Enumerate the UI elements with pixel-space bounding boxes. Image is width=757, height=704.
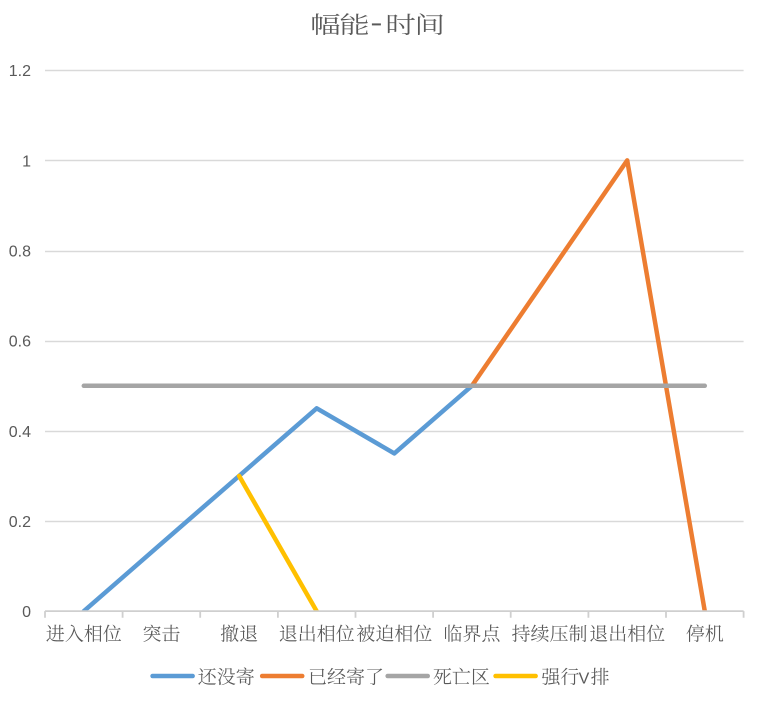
svg-text:0.4: 0.4 — [9, 424, 31, 441]
svg-text:0.6: 0.6 — [9, 334, 31, 351]
svg-text:V: V — [579, 671, 590, 688]
svg-text:1: 1 — [22, 153, 31, 170]
svg-text:0: 0 — [22, 604, 31, 621]
svg-text:0.8: 0.8 — [9, 243, 31, 260]
svg-text:0.2: 0.2 — [9, 514, 31, 531]
svg-text:1.2: 1.2 — [9, 63, 31, 80]
